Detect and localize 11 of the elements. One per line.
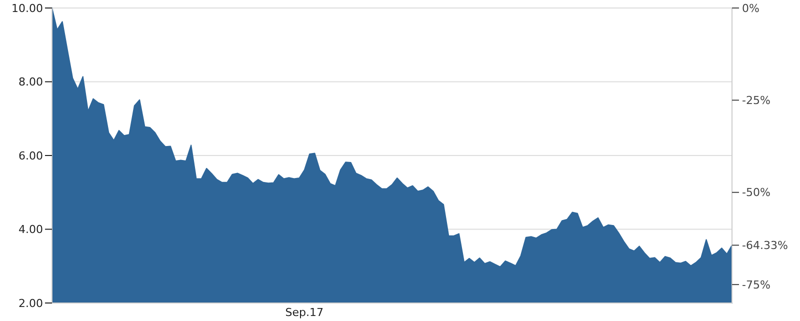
y2-tick-label: 0% [742,2,760,15]
y-tick-label: 8.00 [18,76,43,89]
y2-tick-label: -64.33% [742,239,788,252]
y-tick-label: 2.00 [18,296,43,310]
y-tick-label: 10.00 [12,2,43,15]
y2-tick-label: -25% [742,94,770,108]
y2-tick-label: -50% [742,186,770,200]
y-tick-label: 6.00 [18,149,43,162]
x-tick-label: Sep.17 [285,306,324,319]
y2-tick-label: -75% [742,278,770,292]
y-tick-label: 4.00 [18,223,43,236]
